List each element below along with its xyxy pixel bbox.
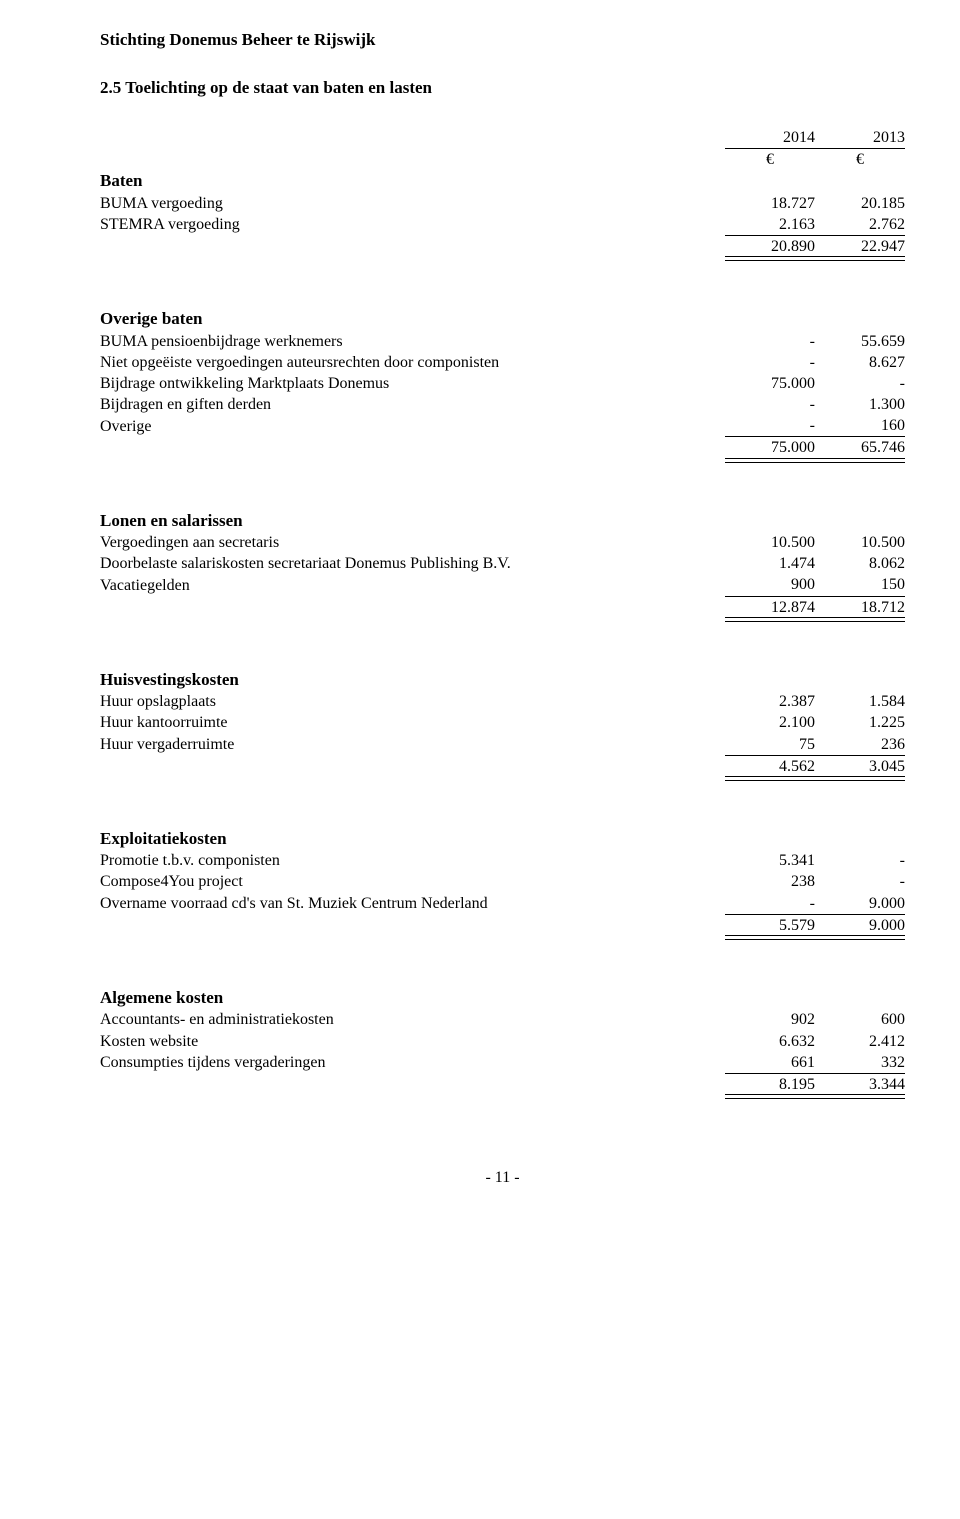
table-baten: 2014 2013 € € Baten BUMA vergoeding 18.7… [100, 127, 905, 260]
table-row: Huur kantoorruimte2.1001.225 [100, 712, 905, 733]
group-algemene: Algemene kosten [100, 987, 725, 1009]
col-year-2: 2013 [815, 127, 905, 149]
table-row: BUMA pensioenbijdrage werknemers-55.659 [100, 331, 905, 352]
table-row: Promotie t.b.v. componisten5.341- [100, 850, 905, 871]
table-row: Bijdragen en giften derden-1.300 [100, 394, 905, 415]
table-overige-baten: Overige baten BUMA pensioenbijdrage werk… [100, 308, 905, 462]
table-row: STEMRA vergoeding 2.163 2.762 [100, 214, 905, 236]
col-year-1: 2014 [725, 127, 815, 149]
group-lonen: Lonen en salarissen [100, 510, 725, 532]
currency-2: € [815, 148, 905, 170]
table-row: Bijdrage ontwikkeling Marktplaats Donemu… [100, 373, 905, 394]
table-row: Compose4You project238- [100, 871, 905, 892]
total-row: 75.00065.746 [100, 437, 905, 462]
total-row: 20.890 22.947 [100, 235, 905, 260]
page-number: - 11 - [100, 1168, 905, 1187]
total-row: 12.87418.712 [100, 596, 905, 621]
table-row: Kosten website6.6322.412 [100, 1031, 905, 1052]
group-baten: Baten [100, 170, 725, 192]
total-row: 8.1953.344 [100, 1074, 905, 1099]
table-row: BUMA vergoeding 18.727 20.185 [100, 193, 905, 214]
currency-1: € [725, 148, 815, 170]
total-row: 4.5623.045 [100, 755, 905, 780]
table-row: Vergoedingen aan secretaris10.50010.500 [100, 532, 905, 553]
group-overige-baten: Overige baten [100, 308, 725, 330]
table-row: Accountants- en administratiekosten90260… [100, 1009, 905, 1030]
table-row: Consumpties tijdens vergaderingen661332 [100, 1052, 905, 1074]
table-row: Niet opgeëiste vergoedingen auteursrecht… [100, 352, 905, 373]
table-algemene: Algemene kosten Accountants- en administ… [100, 987, 905, 1098]
table-exploitatie: Exploitatiekosten Promotie t.b.v. compon… [100, 828, 905, 939]
table-row: Vacatiegelden900150 [100, 574, 905, 596]
group-huisvesting: Huisvestingskosten [100, 669, 725, 691]
org-title: Stichting Donemus Beheer te Rijswijk [100, 30, 905, 50]
section-title: 2.5 Toelichting op de staat van baten en… [100, 78, 905, 98]
table-huisvesting: Huisvestingskosten Huur opslagplaats2.38… [100, 669, 905, 780]
table-row: Overname voorraad cd's van St. Muziek Ce… [100, 893, 905, 915]
table-row: Huur opslagplaats2.3871.584 [100, 691, 905, 712]
table-row: Huur vergaderruimte75236 [100, 734, 905, 756]
total-row: 5.5799.000 [100, 914, 905, 939]
table-row: Doorbelaste salariskosten secretariaat D… [100, 553, 905, 574]
table-lonen: Lonen en salarissen Vergoedingen aan sec… [100, 510, 905, 621]
group-exploitatie: Exploitatiekosten [100, 828, 725, 850]
table-row: Overige-160 [100, 415, 905, 437]
